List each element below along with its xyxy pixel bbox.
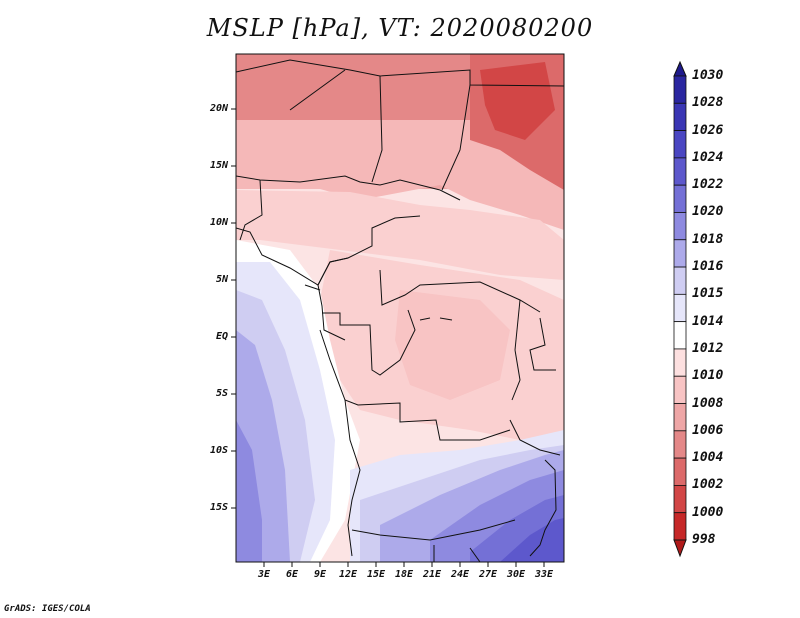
colorbar-level-label: 1012 (692, 340, 724, 356)
colorbar-swatch (673, 348, 687, 377)
colorbar-swatch (673, 130, 687, 159)
colorbar-level-label: 1018 (692, 231, 724, 247)
grads-credit: GrADS: IGES/COLA (4, 604, 91, 614)
colorbar-swatch (673, 293, 687, 323)
colorbar-level-label: 1008 (692, 395, 724, 411)
colorbar-swatch (673, 239, 687, 268)
colorbar-swatch (673, 430, 687, 459)
lon-label: 30E (506, 569, 526, 580)
lon-label: 24E (450, 569, 470, 580)
colorbar-level-label: 1000 (692, 504, 724, 520)
colorbar-swatch (673, 102, 687, 131)
colorbar-swatch (673, 403, 687, 432)
colorbar-level-label: 1014 (692, 313, 724, 329)
lat-label: EQ (215, 331, 228, 342)
lat-label: 20N (209, 103, 228, 114)
colorbar-swatch (673, 485, 687, 514)
country-borders (236, 59, 564, 562)
colorbar-level-label: 1006 (692, 422, 724, 438)
lon-label: 18E (394, 569, 414, 580)
colorbar-level-label: 998 (692, 532, 716, 547)
lon-label: 27E (478, 569, 498, 580)
lon-label: 9E (313, 569, 327, 580)
lat-label: 10N (209, 217, 228, 228)
colorbar-bottom-triangle (673, 539, 687, 558)
colorbar-swatch (673, 512, 687, 541)
lat-label: 10S (209, 445, 228, 456)
lon-label: 33E (534, 569, 554, 580)
colorbar-swatch (673, 75, 687, 104)
map-title: MSLP [hPa], VT: 2020080200 (206, 14, 594, 42)
pressure-field (236, 54, 564, 562)
colorbar-swatch (673, 457, 687, 486)
colorbar-swatch (673, 321, 687, 350)
lat-label: 15N (209, 160, 228, 171)
colorbar-level-label: 1020 (692, 204, 724, 220)
lon-label: 12E (338, 569, 358, 580)
colorbar-level-label: 1024 (692, 149, 724, 165)
colorbar-level-label: 1004 (692, 450, 724, 466)
colorbar-level-label: 1016 (692, 259, 724, 275)
lon-label: 3E (257, 569, 271, 580)
colorbar-top-triangle (673, 60, 687, 77)
colorbar-level-label: 1030 (692, 68, 724, 83)
colorbar-swatch (673, 212, 687, 241)
lon-label: 15E (366, 569, 386, 580)
colorbar-level-label: 1002 (692, 477, 724, 493)
map-ticks (231, 108, 545, 567)
lat-label: 15S (209, 502, 228, 513)
colorbar-swatch (673, 266, 687, 295)
lat-label: 5S (215, 388, 228, 399)
colorbar-swatch (673, 184, 687, 213)
colorbar-swatch (673, 157, 687, 186)
map-frame (235, 53, 565, 563)
colorbar-level-label: 1010 (692, 368, 724, 384)
lon-label: 6E (285, 569, 299, 580)
colorbar-level-label: 1022 (692, 177, 724, 193)
lat-label: 5N (215, 274, 228, 285)
colorbar-level-label: 1026 (692, 122, 724, 138)
lon-label: 21E (422, 569, 442, 580)
colorbar-swatch (673, 375, 687, 404)
colorbar-level-label: 1015 (692, 286, 724, 302)
colorbar-level-label: 1028 (692, 95, 724, 111)
